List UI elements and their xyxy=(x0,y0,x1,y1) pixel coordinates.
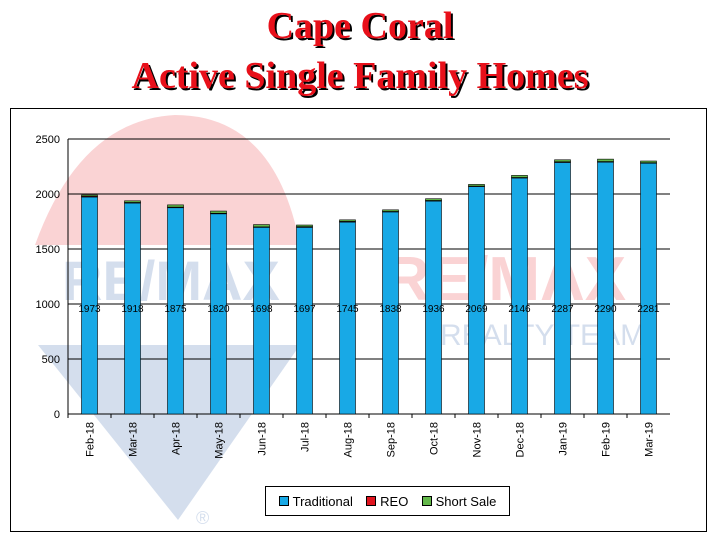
watermark-registered-mark: ® xyxy=(196,508,209,528)
x-tick-label: Apr-18 xyxy=(171,422,183,455)
legend-label-reo: REO xyxy=(380,493,409,509)
bar-traditional xyxy=(296,227,313,415)
bar-traditional xyxy=(511,177,528,415)
x-tick-label: Sep-18 xyxy=(386,422,398,457)
legend-label-traditional: Traditional xyxy=(292,493,353,509)
y-tick-label: 0 xyxy=(54,409,60,421)
bar-traditional xyxy=(253,226,270,415)
x-tick-label: Jan-19 xyxy=(558,422,570,456)
balloon-top-shape xyxy=(35,115,300,245)
x-tick-label: Mar-19 xyxy=(644,422,656,457)
bar-traditional xyxy=(640,162,657,415)
x-tick-label: Feb-18 xyxy=(85,422,97,457)
bar-short-sale xyxy=(339,219,356,222)
data-label-traditional: 1745 xyxy=(336,304,359,315)
bar-short-sale xyxy=(597,158,614,162)
y-tick-label: 500 xyxy=(42,354,60,366)
data-label-traditional: 2281 xyxy=(637,304,660,315)
x-tick-label: May-18 xyxy=(214,422,226,459)
legend-label-short-sale: Short Sale xyxy=(435,493,497,509)
data-label-traditional: 2290 xyxy=(594,304,617,315)
bar-short-sale xyxy=(210,210,227,214)
data-label-traditional: 2287 xyxy=(551,304,574,315)
data-label-traditional: 1697 xyxy=(293,304,316,315)
x-tick-label: Nov-18 xyxy=(472,422,484,457)
data-label-traditional: 1918 xyxy=(121,304,144,315)
x-tick-label: Feb-19 xyxy=(601,422,613,457)
bar-short-sale xyxy=(511,175,528,178)
y-tick-label: 1500 xyxy=(36,244,60,256)
chart-title-line2: Active Single Family Homes xyxy=(131,55,589,97)
y-tick-label: 2000 xyxy=(36,189,60,201)
legend-item-reo: REO xyxy=(366,494,408,509)
legend-swatch-reo xyxy=(366,496,377,506)
chart-legend: Traditional REO Short Sale xyxy=(265,486,510,516)
data-label-traditional: 1698 xyxy=(250,304,273,315)
x-tick-label: Aug-18 xyxy=(343,422,355,457)
x-tick-label: Jun-18 xyxy=(257,422,269,456)
balloon-bottom-shape xyxy=(38,345,300,520)
bar-traditional xyxy=(468,186,485,415)
x-tick-label: Jul-18 xyxy=(300,422,312,452)
bar-short-sale xyxy=(382,209,399,212)
bar-short-sale xyxy=(640,160,657,164)
data-label-traditional: 1973 xyxy=(78,304,101,315)
y-tick-label: 2500 xyxy=(36,134,60,146)
data-label-traditional: 2069 xyxy=(465,304,488,315)
bar-short-sale xyxy=(81,194,98,197)
y-tick-label: 1000 xyxy=(36,299,60,311)
bar-traditional xyxy=(554,162,571,415)
data-label-traditional: 1875 xyxy=(164,304,187,315)
bar-short-sale xyxy=(425,198,442,201)
chart-title-line1: Cape Coral xyxy=(266,5,454,47)
data-label-traditional: 1838 xyxy=(379,304,402,315)
watermark-brand-right: RE/MAX xyxy=(385,245,626,314)
bar-traditional xyxy=(339,221,356,415)
bar-short-sale xyxy=(253,224,270,228)
x-tick-label: Dec-18 xyxy=(515,422,527,457)
bar-short-sale xyxy=(554,159,571,163)
legend-swatch-short-sale xyxy=(421,496,432,506)
x-tick-label: Mar-18 xyxy=(128,422,140,457)
data-label-traditional: 1936 xyxy=(422,304,445,315)
bar-traditional xyxy=(597,161,614,415)
bar-short-sale xyxy=(296,224,313,227)
bar-short-sale xyxy=(124,200,141,203)
data-label-traditional: 1820 xyxy=(207,304,230,315)
x-tick-label: Oct-18 xyxy=(429,422,441,455)
bar-short-sale xyxy=(468,184,485,187)
legend-item-short-sale: Short Sale xyxy=(421,493,497,509)
data-label-traditional: 2146 xyxy=(508,304,531,315)
chart-frame xyxy=(10,108,707,532)
bar-short-sale xyxy=(167,204,184,208)
legend-swatch-traditional xyxy=(278,496,289,506)
legend-item-traditional: Traditional xyxy=(278,493,353,509)
